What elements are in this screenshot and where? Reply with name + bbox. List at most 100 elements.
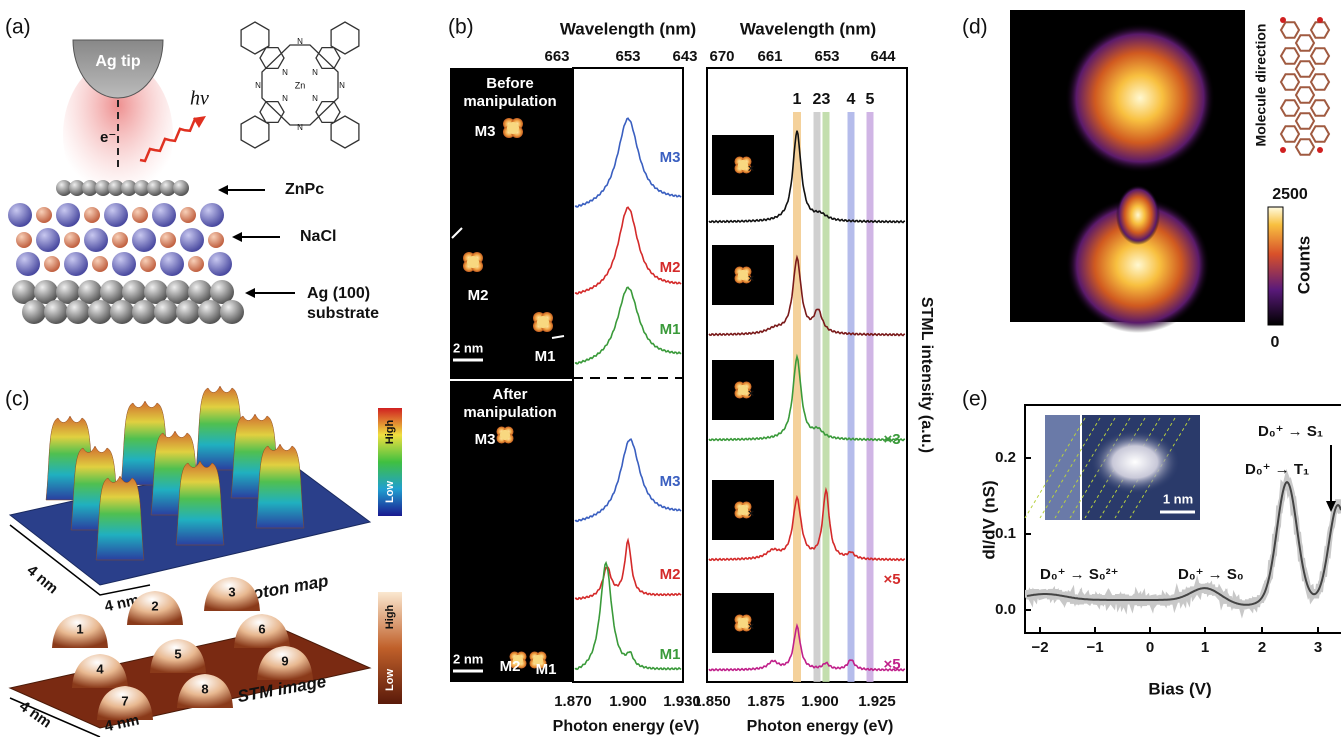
tick-label: 653: [615, 48, 640, 65]
peak-band: [848, 112, 855, 682]
axis-title: Photon energy (eV): [553, 718, 700, 735]
graphene-ring: [1281, 126, 1299, 142]
peak-band: [823, 112, 830, 682]
nacl-atom: [140, 256, 156, 272]
pointer-head: [245, 288, 255, 298]
layer-label: ZnPc: [285, 181, 324, 198]
panel-label: (a): [5, 16, 31, 39]
transition-label: D₀⁺ → S₁: [1258, 423, 1323, 440]
tick-label: 1.900: [801, 693, 839, 710]
transition-label: D₀⁺ → S₀: [1178, 566, 1244, 583]
ag-atom: [176, 300, 200, 324]
curve-label: M3: [660, 473, 681, 490]
axis-title: dI/dV (nS): [979, 480, 998, 559]
counts-colorbar: [1268, 207, 1283, 325]
molecule-image: [503, 118, 523, 138]
tick-label: 1: [1201, 639, 1209, 656]
multiplier: ×5: [883, 571, 900, 588]
peak-band: [867, 112, 874, 682]
panel-label: (c): [5, 388, 30, 411]
electron-label: e⁻: [100, 129, 116, 146]
atom-label: N: [282, 94, 288, 103]
strip-label: M1: [536, 661, 557, 678]
molecule-core: [738, 270, 748, 280]
strip-label: After: [492, 386, 527, 403]
pointer-head: [218, 185, 228, 195]
molecule-number: 6: [258, 621, 265, 636]
molecule-core: [500, 430, 510, 440]
nacl-atom: [180, 207, 196, 223]
tick-label: 3: [1314, 639, 1322, 656]
pointer-head: [232, 232, 242, 242]
nacl-atom: [36, 228, 60, 252]
graphene-ring: [1296, 87, 1314, 103]
molecule-number: 5: [174, 646, 181, 661]
curve-label: M1: [660, 646, 681, 663]
atom-label: Zn: [295, 80, 306, 90]
ag-atom: [220, 300, 244, 324]
curve-label: M3: [660, 149, 681, 166]
inset-lattice: [1045, 415, 1080, 520]
nacl-atom: [16, 252, 40, 276]
atom-label: N: [312, 94, 318, 103]
tick-label: 1.925: [858, 693, 896, 710]
layer-label: Ag (100): [307, 285, 370, 302]
pyrrole-ring: [260, 48, 284, 69]
graphene-ring: [1281, 74, 1299, 90]
nacl-atom: [84, 207, 100, 223]
tick-label: 663: [544, 48, 569, 65]
curve-label: M2: [660, 259, 681, 276]
photon-peak: [256, 444, 304, 528]
molecule-core: [738, 505, 748, 515]
transition-label: D₀⁺ → S₀²⁺: [1040, 566, 1119, 583]
peak-band: [814, 112, 821, 682]
nacl-atom: [152, 203, 176, 227]
cross-mark: ×: [748, 388, 754, 400]
graphene-ring: [1296, 61, 1314, 77]
figure: (a)(b)(c)(d)(e)Ag tipe⁻hνZnNNNNNNNNZnPcN…: [0, 0, 1341, 737]
emission-stem: [1116, 185, 1160, 245]
tick-label: 0.0: [995, 601, 1016, 618]
band-label: 4: [847, 91, 856, 108]
graphene-ring: [1296, 139, 1314, 155]
emission-lobe: [1065, 23, 1215, 173]
multiplier: ×5: [883, 656, 900, 673]
molecule-core: [467, 256, 479, 268]
tick-label: 1.850: [693, 693, 731, 710]
multiplier: ×3: [883, 431, 900, 448]
graphene-ring: [1296, 113, 1314, 129]
strip-label: M3: [475, 123, 496, 140]
nacl-atom: [112, 232, 128, 248]
molecule-number: 1: [76, 621, 83, 636]
tick-label: 1.900: [609, 693, 647, 710]
axis-title: STML intensity (a.u.): [918, 297, 935, 453]
colorbar-label: Low: [384, 669, 396, 691]
colorbar-label: High: [384, 420, 396, 445]
photon-label: hν: [190, 88, 209, 110]
direction-label: Molecule direction: [1253, 24, 1269, 147]
nacl-atom: [104, 203, 128, 227]
band-label: 5: [866, 91, 875, 108]
graphene-ring: [1281, 48, 1299, 64]
tick-label: 0.2: [995, 449, 1016, 466]
strip-label: M2: [500, 658, 521, 675]
cross-mark: ×: [748, 273, 754, 285]
strip-label: M3: [475, 431, 496, 448]
graphene-ring: [1281, 22, 1299, 38]
ag-atom: [66, 300, 90, 324]
nacl-atom: [8, 203, 32, 227]
tick-label: 2: [1258, 639, 1266, 656]
strip-label: Before: [486, 75, 534, 92]
scale-label: 4 nm: [23, 562, 61, 598]
axis-title: Photon energy (eV): [747, 718, 894, 735]
nacl-atom: [160, 252, 184, 276]
graphene-ring: [1296, 35, 1314, 51]
scale-label: 1 nm: [1163, 491, 1193, 506]
nacl-atom: [64, 252, 88, 276]
graphene-ring: [1311, 100, 1329, 116]
molecule-image: [463, 252, 483, 272]
molecule-core: [537, 316, 549, 328]
molecule-number: 3: [228, 584, 235, 599]
pyrrole-ring: [316, 48, 340, 69]
molecule-core: [738, 160, 748, 170]
